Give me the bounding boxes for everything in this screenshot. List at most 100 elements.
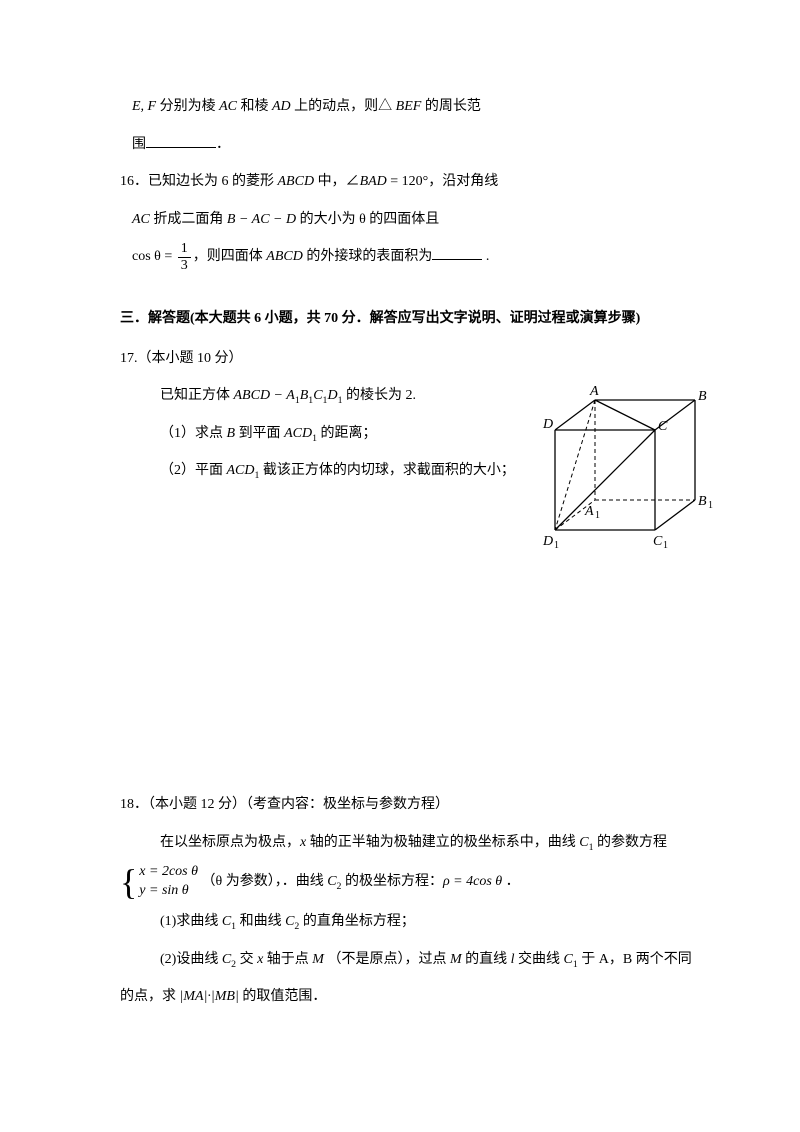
q16-line3: cos θ = 13，则四面体 ABCD 的外接球的表面积为 . [120, 240, 710, 274]
q18-sub2a: (2)设曲线 C2 交 x 轴于点 M （不是原点），过点 M 的直线 l 交曲… [120, 943, 710, 977]
text: 和曲线 [236, 914, 285, 929]
text: 轴的正半轴为极轴建立的极坐标系中，曲线 [306, 835, 579, 850]
text: 的取值范围． [239, 989, 327, 1004]
text: 的距离； [317, 426, 377, 441]
text: ACD [284, 426, 312, 441]
label-B: B [698, 389, 707, 404]
text: M [312, 952, 324, 967]
cube-diagram: A B C D A1 B1 C1 D1 [525, 380, 715, 574]
text: ，则四面体 [193, 249, 267, 264]
q17-head: 17.（本小题 10 分） [120, 342, 710, 376]
label-B1-sub: 1 [708, 500, 713, 511]
text: AC [219, 99, 237, 114]
text: 已知正方体 [160, 388, 234, 403]
text: AC [132, 212, 150, 227]
q18-sub2b: 的点，求 |MA|·|MB| 的取值范围． [120, 980, 710, 1014]
text: 围 [132, 137, 146, 152]
text: 轴于点 [263, 952, 312, 967]
text: B [227, 426, 236, 441]
text: C [327, 874, 336, 889]
text: . [482, 249, 489, 264]
text: ρ = 4cos θ [443, 874, 502, 889]
text: （1）求点 [160, 426, 227, 441]
text: 折成二面角 [150, 212, 227, 227]
text: 和棱 [237, 99, 272, 114]
q18-line1: 在以坐标原点为极点，x 轴的正半轴为极轴建立的极坐标系中，曲线 C1 的参数方程 [120, 826, 710, 860]
blank-underline [146, 133, 216, 148]
q16-line1: 16．已知边长为 6 的菱形 ABCD 中，∠BAD = 120°，沿对角线 [120, 165, 710, 199]
text: |MA|·|MB| [180, 989, 239, 1004]
denominator: 3 [178, 258, 191, 273]
text: 到平面 [235, 426, 284, 441]
text: 的参数方程 [593, 835, 667, 850]
text: 截该正方体的内切球，求截面积的大小； [259, 463, 515, 478]
q18-line2: { x = 2cos θ y = sin θ （θ 为参数），．曲线 C2 的极… [120, 863, 710, 901]
text: 的棱长为 2. [342, 388, 416, 403]
text: 的直线 [462, 952, 511, 967]
q15-line2: 围． [120, 128, 710, 162]
text: 的外接球的表面积为 [303, 249, 433, 264]
label-A1: A [584, 504, 594, 519]
label-C1: C [653, 534, 663, 549]
label-D: D [542, 417, 553, 432]
text: 的极坐标方程： [341, 874, 443, 889]
eq-x: x = 2cos θ [139, 864, 198, 879]
q18-sub1: (1)求曲线 C1 和曲线 C2 的直角坐标方程； [120, 905, 710, 939]
text: C [222, 914, 231, 929]
text: (2)设曲线 [160, 952, 222, 967]
eq-y: y = sin θ [139, 883, 188, 898]
text: （2）平面 [160, 463, 227, 478]
text: ABCD − A [234, 388, 295, 403]
q-number: 16． [120, 174, 148, 189]
label-C1-sub: 1 [663, 540, 668, 551]
text: 在以坐标原点为极点， [160, 835, 300, 850]
text: C [579, 835, 588, 850]
text: 的大小为 θ 的四面体且 [296, 212, 439, 227]
text: AD [272, 99, 291, 114]
text: ACD [227, 463, 255, 478]
text: BAD [360, 174, 387, 189]
text: 于 A，B 两个不同 [578, 952, 692, 967]
text: 的直角坐标方程； [299, 914, 415, 929]
left-brace: { [120, 864, 137, 900]
text: ABCD [278, 174, 315, 189]
brace-system: { x = 2cos θ y = sin θ [120, 863, 198, 901]
text: ABCD [266, 249, 303, 264]
q15-line1: E, F 分别为棱 AC 和棱 AD 上的动点，则△ BEF 的周长范 [120, 90, 710, 124]
text: BEF [396, 99, 422, 114]
label-D1-sub: 1 [554, 540, 559, 551]
section-3-title: 三．解答题(本大题共 6 小题，共 70 分．解答应写出文字说明、证明过程或演算… [120, 302, 710, 336]
text: 交 [236, 952, 257, 967]
text: C [313, 388, 322, 403]
text: C [222, 952, 231, 967]
label-A1-sub: 1 [595, 510, 600, 521]
text: （不是原点），过点 [324, 952, 450, 967]
text: cos θ = [132, 249, 176, 264]
label-C: C [658, 419, 668, 434]
q16-line2: AC 折成二面角 B − AC − D 的大小为 θ 的四面体且 [120, 203, 710, 237]
text: 的周长范 [421, 99, 481, 114]
text: ，沿对角线 [428, 174, 498, 189]
text: D [327, 388, 337, 403]
fraction: 13 [178, 241, 191, 273]
text: ． [502, 874, 520, 889]
text: 分别为棱 [156, 99, 219, 114]
text: = 120° [387, 174, 429, 189]
text: M [450, 952, 462, 967]
text: E, F [132, 99, 156, 114]
label-A: A [589, 384, 599, 399]
q18-head: 18．（本小题 12 分）（考查内容：极坐标与参数方程） [120, 788, 710, 822]
text: C [564, 952, 573, 967]
text: B − AC − D [227, 212, 296, 227]
text: （θ 为参数），．曲线 [201, 874, 327, 889]
text: 的点，求 [120, 989, 180, 1004]
text: 交曲线 [515, 952, 564, 967]
blank-underline [432, 245, 482, 260]
numerator: 1 [178, 241, 191, 257]
text: B [300, 388, 309, 403]
label-B1: B [698, 494, 707, 509]
text: 上的动点，则△ [291, 99, 396, 114]
text: (1)求曲线 [160, 914, 222, 929]
text: 已知边长为 6 的菱形 [148, 174, 278, 189]
text: 中，∠ [314, 174, 360, 189]
